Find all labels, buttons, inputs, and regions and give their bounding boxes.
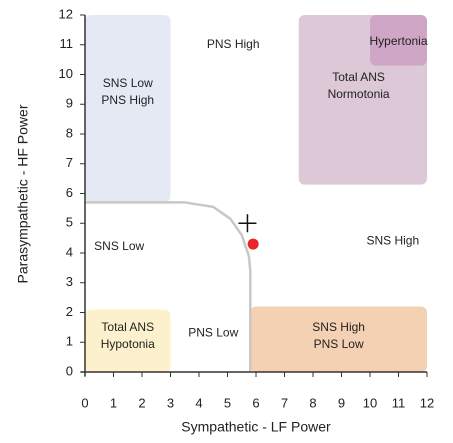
boundary-line	[85, 201, 252, 372]
y-tick-label: 11	[60, 36, 74, 51]
region-label: Hypertonia	[369, 34, 427, 48]
x-tick-label: 0	[81, 395, 88, 410]
region-label: Total ANS	[332, 70, 385, 84]
x-tick-label: 5	[224, 395, 231, 410]
x-tick-label: 6	[252, 395, 259, 410]
region	[85, 309, 171, 372]
region-label: SNS High	[312, 320, 365, 334]
y-tick-label: 6	[66, 185, 73, 200]
region-label: SNS High	[366, 233, 419, 247]
x-tick-label: 10	[363, 395, 377, 410]
x-tick-label: 3	[167, 395, 174, 410]
y-tick-label: 12	[59, 6, 73, 21]
x-tick-label: 4	[195, 395, 202, 410]
x-tick-label: 11	[392, 395, 406, 410]
region-label: SNS Low	[94, 239, 144, 253]
x-tick-label: 1	[110, 395, 117, 410]
region-label: Total ANS	[101, 320, 154, 334]
y-axis-label: Parasympathetic - HF Power	[15, 104, 31, 283]
x-tick-label: 2	[138, 395, 145, 410]
region	[250, 306, 427, 372]
x-tick-label: 7	[281, 395, 288, 410]
region	[370, 15, 427, 66]
y-tick-label: 10	[59, 66, 73, 81]
y-tick-label: 1	[66, 334, 73, 349]
region-label: Hypotonia	[101, 337, 155, 351]
region-label: PNS Low	[314, 337, 364, 351]
region-label: PNS Low	[188, 325, 238, 339]
crosshair	[238, 214, 257, 233]
y-tick-label: 0	[66, 363, 73, 378]
point	[247, 238, 259, 250]
y-tick-label: 2	[66, 304, 73, 319]
y-tick-label: 7	[66, 155, 73, 170]
region-label: SNS Low	[103, 76, 153, 90]
region-label: PNS High	[101, 93, 154, 107]
x-axis-label: Sympathetic - LF Power	[181, 419, 331, 435]
y-tick-label: 8	[66, 125, 73, 140]
region-label: PNS High	[207, 37, 260, 51]
y-tick-label: 3	[66, 274, 73, 289]
y-tick-label: 9	[66, 96, 73, 111]
region-label: Normotonia	[328, 87, 390, 101]
region	[85, 15, 171, 203]
x-tick-label: 9	[338, 395, 345, 410]
x-tick-label: 12	[420, 395, 434, 410]
y-tick-label: 4	[66, 244, 73, 259]
x-tick-label: 8	[309, 395, 316, 410]
y-tick-label: 5	[66, 215, 73, 230]
